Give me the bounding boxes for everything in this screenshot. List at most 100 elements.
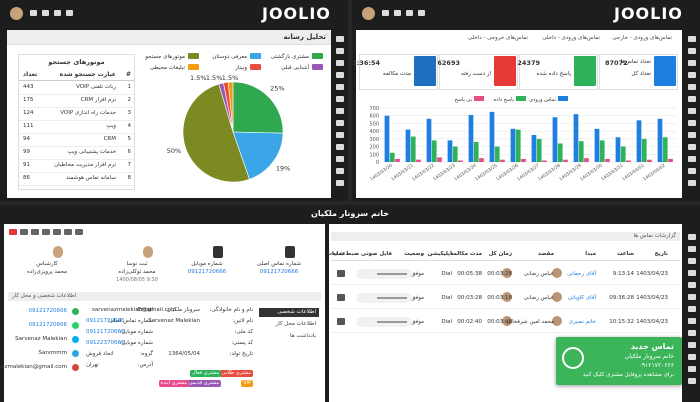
- sidebar-icon[interactable]: [688, 180, 696, 186]
- sidebar-icon[interactable]: [688, 366, 696, 372]
- table-cell: 00:03:18: [487, 295, 512, 301]
- sidebar-icon[interactable]: [688, 342, 696, 348]
- audio-progress: [377, 273, 407, 275]
- contact-label: Email:: [135, 307, 153, 313]
- sidebar-icon[interactable]: [336, 180, 344, 186]
- header-icon[interactable]: [418, 10, 425, 16]
- header-icon[interactable]: [42, 10, 49, 16]
- legend-swatch: [516, 96, 526, 101]
- bar: [536, 138, 542, 162]
- sidebar-icon[interactable]: [688, 378, 696, 384]
- table-cell: 00:05:38: [457, 271, 482, 277]
- stat-icon: [494, 56, 516, 86]
- action-button[interactable]: [337, 318, 345, 325]
- sidebar-icon[interactable]: [336, 72, 344, 78]
- sidebar-icon[interactable]: [336, 60, 344, 66]
- sidebar-icon[interactable]: [336, 168, 344, 174]
- column-header: مقصد: [538, 251, 554, 257]
- sidebar-icon[interactable]: [688, 60, 696, 66]
- filter-dropdown[interactable]: تماس‌های ورودی - داخلی: [542, 35, 600, 41]
- incoming-call-popup[interactable]: تماس جدید خانم سرونار ملکیان ۰۹۱۲۱۷۲۰۶۶۶…: [556, 337, 682, 385]
- header-icon[interactable]: [382, 10, 389, 16]
- bar: [468, 114, 474, 162]
- sidebar-icon[interactable]: [688, 306, 696, 312]
- tab[interactable]: اطلاعات شخصی: [259, 308, 319, 317]
- sidebar-icon[interactable]: [688, 108, 696, 114]
- y-tick-label: 0: [376, 160, 379, 166]
- sidebar-icon[interactable]: [688, 330, 696, 336]
- sidebar-icon[interactable]: [336, 36, 344, 42]
- sidebar-icon[interactable]: [336, 84, 344, 90]
- sidebar-icon[interactable]: [688, 258, 696, 264]
- sidebar-icon[interactable]: [688, 318, 696, 324]
- toolbar-button[interactable]: [75, 229, 83, 235]
- tag: مشتری قدیمی: [186, 380, 221, 387]
- action-button[interactable]: [337, 270, 345, 277]
- sidebar-icon[interactable]: [688, 72, 696, 78]
- tab[interactable]: اطلاعات محل کار: [275, 321, 316, 327]
- action-button[interactable]: [337, 294, 345, 301]
- bar: [384, 115, 390, 162]
- header-icon[interactable]: [406, 10, 413, 16]
- toolbar-button[interactable]: [42, 229, 50, 235]
- bar: [636, 120, 642, 162]
- column-header: تعداد: [23, 71, 38, 78]
- sidebar-icon[interactable]: [336, 120, 344, 126]
- column-header: مبدا: [585, 251, 596, 257]
- toolbar-button[interactable]: [20, 229, 28, 235]
- stat-value: 87072: [605, 59, 628, 67]
- sidebar-icon[interactable]: [688, 120, 696, 126]
- header-icon[interactable]: [394, 10, 401, 16]
- sidebar-icon[interactable]: [336, 108, 344, 114]
- header-icon[interactable]: [54, 10, 61, 16]
- sidebar-icon[interactable]: [336, 48, 344, 54]
- sidebar-icon[interactable]: [688, 84, 696, 90]
- stat-label: پاسخ داده شده: [536, 71, 571, 77]
- toolbar-button[interactable]: [53, 229, 61, 235]
- legend-label: معرفی دوستان: [212, 54, 247, 60]
- bar: [557, 143, 563, 162]
- sidebar-icon[interactable]: [688, 246, 696, 252]
- sidebar-icon[interactable]: [688, 294, 696, 300]
- toolbar-button[interactable]: [31, 229, 39, 235]
- rule: [19, 80, 134, 81]
- sidebar-icon[interactable]: [688, 144, 696, 150]
- sidebar-icon[interactable]: [336, 144, 344, 150]
- popup-hint: برای مشاهده پروفایل مشتری کلیک کنید: [582, 372, 674, 378]
- filter-dropdown[interactable]: تماس‌های خروجی - داخلی: [467, 35, 528, 41]
- sidebar-icon[interactable]: [688, 282, 696, 288]
- legend-label: وبینار: [234, 65, 247, 71]
- bar: [641, 138, 647, 162]
- contact-label: آدرس:: [137, 362, 153, 368]
- sidebar-icon[interactable]: [688, 354, 696, 360]
- sidebar-icon[interactable]: [688, 270, 696, 276]
- sidebar-icon[interactable]: [336, 132, 344, 138]
- header-icon[interactable]: [30, 10, 37, 16]
- pie-slice: [182, 83, 250, 183]
- toolbar-button[interactable]: [64, 229, 72, 235]
- phone-icon: [213, 246, 223, 258]
- tag: مشتری فعال: [190, 370, 221, 377]
- sidebar-icon[interactable]: [688, 156, 696, 162]
- toolbar-button[interactable]: [9, 229, 17, 235]
- x-tick-label: 1403/03/27: [516, 163, 541, 183]
- sidebar-icon[interactable]: [688, 36, 696, 42]
- filter-dropdown[interactable]: تماس‌های ورودی - خارجی: [612, 35, 672, 41]
- bar: [594, 128, 600, 162]
- bar: [552, 117, 558, 162]
- tag: مشتری آینده: [158, 380, 189, 387]
- contact-label: شماره تماس اصلی:: [106, 318, 153, 324]
- header-icon[interactable]: [66, 10, 73, 16]
- sidebar-icon[interactable]: [688, 96, 696, 102]
- sidebar-icon[interactable]: [688, 168, 696, 174]
- sidebar-icon[interactable]: [688, 132, 696, 138]
- sidebar-icon[interactable]: [336, 96, 344, 102]
- sidebar-icon[interactable]: [688, 234, 696, 240]
- tab[interactable]: یادداشت ها: [290, 333, 316, 339]
- social-value: 09121720666: [28, 308, 68, 314]
- sidebar-icon[interactable]: [688, 48, 696, 54]
- table-cell: 111: [23, 123, 34, 129]
- sidebar-icon[interactable]: [336, 156, 344, 162]
- bar: [626, 160, 631, 162]
- bar: [389, 152, 395, 162]
